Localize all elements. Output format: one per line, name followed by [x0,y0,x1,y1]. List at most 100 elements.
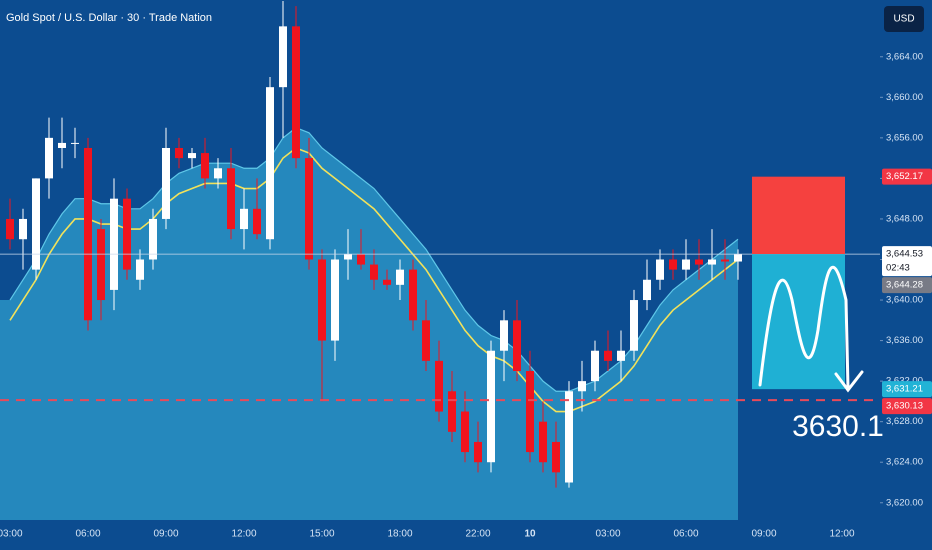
y-tick-label: 3,660.00 [886,92,923,103]
candle-body [565,391,573,483]
candle-body [578,381,586,392]
x-tick-label: 10 [524,529,536,540]
y-tick-label: 3,664.00 [886,51,923,62]
x-tick-label: 18:00 [387,529,412,540]
candle-body [500,320,508,351]
candle-body [84,147,92,321]
price-tag [882,277,932,294]
x-tick-label: 22:00 [465,529,490,540]
y-tick-label: 3,620.00 [886,497,923,508]
price-tag-label: 3,644.53 [886,249,923,260]
candle-body [669,259,677,270]
candle-body [227,168,235,230]
candle-body [110,198,118,290]
price-tag [882,246,932,277]
candle-body [383,279,391,285]
candle-body [318,259,326,341]
candle-body [331,259,339,341]
candle-body [487,350,495,463]
y-tick-label: 3,640.00 [886,295,923,306]
x-tick-label: 09:00 [153,529,178,540]
candle-body [695,259,703,265]
candle-body [435,360,443,412]
candle-body [162,147,170,219]
candle-body [71,142,79,144]
candle-body [617,350,625,361]
candle-body [253,208,261,235]
price-tag [882,168,932,185]
countdown: 02:43 [886,263,910,274]
band-line [9,127,739,392]
price-tag-label: 3,631.21 [886,384,923,395]
x-tick-label: 15:00 [309,529,334,540]
candle-body [552,441,560,473]
candle-body [643,279,651,301]
candle-body [214,168,222,179]
candle-body [279,26,287,88]
price-tag [882,398,932,415]
candle-body [149,218,157,260]
target-label: 3630.1 [792,410,884,443]
x-tick-label: 03:00 [595,529,620,540]
candle-body [344,254,352,260]
candle-body [97,229,105,301]
candle-body [266,87,274,240]
candle-body [474,441,482,463]
candle-body [630,300,638,351]
candle-body [6,218,14,240]
candle-body [32,178,40,270]
chart-title: Gold Spot / U.S. Dollar · 30 · Trade Nat… [6,12,212,24]
x-tick-label: 03:00 [0,529,23,540]
x-tick-label: 09:00 [751,529,776,540]
candle-body [292,26,300,159]
candle-body [656,259,664,280]
candle-body [396,269,404,285]
y-tick-label: 3,636.00 [886,335,923,346]
candle-body [461,411,469,453]
candle-body [734,254,742,262]
currency: USD [893,14,914,25]
candle-body [175,147,183,159]
candle-body [526,370,534,453]
candle-body [123,198,131,270]
candle-body [240,208,248,230]
x-tick-label: 12:00 [231,529,256,540]
candle-body [682,259,690,270]
candle-body [448,391,456,432]
x-tick-label: 06:00 [673,529,698,540]
candle-body [58,142,66,148]
y-tick-label: 3,656.00 [886,132,923,143]
candle-body [19,218,27,240]
price-tag-label: 3,644.28 [886,280,923,291]
candle-body [721,259,729,262]
price-tag-label: 3,630.13 [886,401,923,412]
target-zone [752,254,845,390]
x-tick-label: 12:00 [829,529,854,540]
y-tick-label: 3,628.00 [886,416,923,427]
candle-body [357,254,365,265]
y-tick-label: 3,624.00 [886,457,923,468]
candle-body [539,421,547,463]
candle-body [708,259,716,265]
candle-body [513,320,521,371]
price-tag [882,381,932,398]
stop-zone [752,176,845,255]
candle-body [305,158,313,260]
price-tag-label: 3,652.17 [886,171,923,182]
forecast-arrow [758,265,864,393]
band-area [0,127,738,520]
candle-body [409,269,417,321]
candle-body [370,264,378,280]
candle-body [188,153,196,159]
candle-body [136,259,144,280]
candle-body [591,350,599,382]
x-tick-label: 06:00 [75,529,100,540]
currency-button[interactable] [884,6,924,32]
moving-average [9,147,739,413]
candle-body [45,137,53,179]
candle-body [604,350,612,361]
candle-body [201,153,209,179]
